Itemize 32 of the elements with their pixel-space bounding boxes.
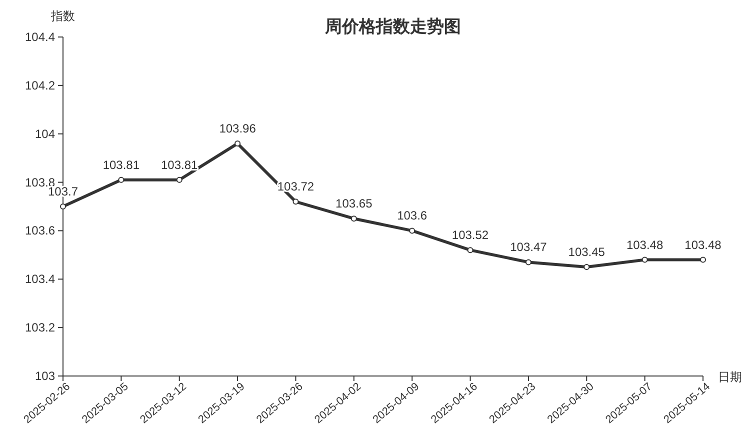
y-tick-label: 103.6 (24, 224, 56, 238)
data-label: 103.65 (336, 196, 373, 211)
data-label: 103.52 (452, 228, 489, 242)
y-tick-label: 103 (34, 369, 56, 383)
point (642, 256, 648, 263)
point (350, 216, 357, 222)
point (234, 140, 241, 147)
y-tick-label: 104.4 (24, 30, 56, 44)
y-tick-label: 103.4 (24, 272, 56, 286)
data-label: 103.81 (161, 158, 198, 172)
data-label: 103.47 (510, 240, 548, 254)
point (584, 264, 590, 270)
point (60, 204, 66, 210)
x-axis-title: 日期 (718, 370, 742, 384)
point (700, 256, 706, 263)
y-axis-title: 指数 (50, 9, 75, 23)
data-label: 103.48 (684, 238, 722, 252)
data-label: 103.45 (568, 245, 606, 260)
data-label: 103.6 (397, 208, 428, 223)
point (176, 176, 182, 183)
chart-title: 周价格指数走势图 (324, 17, 461, 36)
point (292, 198, 299, 205)
point (467, 247, 474, 254)
point (409, 228, 416, 234)
point (525, 259, 532, 266)
data-label: 103.96 (219, 122, 256, 136)
y-tick-label: 104 (34, 126, 56, 141)
data-label: 103.48 (626, 238, 664, 252)
point (118, 176, 124, 183)
y-tick-label: 103.2 (24, 320, 56, 335)
y-tick-label: 104.2 (24, 78, 56, 92)
data-label: 103.81 (102, 158, 140, 172)
